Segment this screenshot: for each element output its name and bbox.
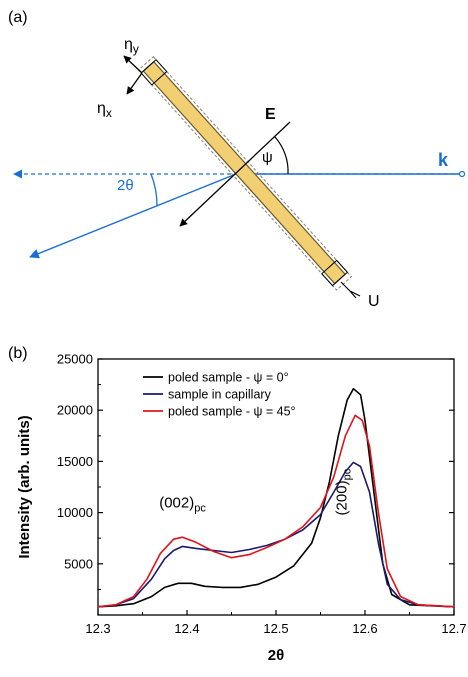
x-tick-label: 12.4 (174, 621, 199, 636)
annotation-layer: (002)pc (200)pc (159, 468, 353, 515)
sample-outer-dashed (137, 56, 353, 291)
y-tick-label: 10000 (57, 505, 93, 520)
legend-label: poled sample - ψ = 45° (168, 405, 296, 419)
x-tick-label: 12.7 (441, 621, 466, 636)
y-axis-title: Intensity (arb. units) (16, 415, 33, 558)
sample-plate (137, 56, 353, 291)
panel-a: (a) ηy ηx E ψ k 2θ (8, 9, 466, 310)
peak-annotation: (200)pc (333, 468, 353, 515)
electrode-bottom (321, 259, 349, 287)
two-theta-arc (150, 173, 158, 207)
x-axis: 12.3 12.4 12.5 12.6 12.7 (85, 610, 467, 636)
sample-body (142, 60, 346, 285)
eta-y-arrow (123, 55, 143, 74)
beam-source-dot (458, 170, 466, 178)
y-axis: 5000 10000 15000 20000 25000 (57, 352, 454, 590)
series-layer (97, 387, 455, 608)
x-tick-label: 12.3 (85, 621, 110, 636)
eta-x-arrow (126, 72, 143, 95)
wavevector-label: k (438, 150, 449, 170)
y-tick-label: 25000 (57, 352, 93, 367)
eta-y-label: ηy (124, 36, 139, 56)
y-tick-label: 20000 (57, 403, 93, 418)
panel-a-label: (a) (8, 9, 28, 26)
legend-label: poled sample - ψ = 0° (168, 371, 289, 385)
eta-x-label: ηx (97, 100, 112, 120)
diffracted-beam (29, 173, 237, 259)
y-tick-label: 15000 (57, 454, 93, 469)
peak-annotation: (002)pc (159, 494, 206, 514)
legend: poled sample - ψ = 0° sample in capillary… (143, 371, 296, 419)
x-tick-label: 12.6 (352, 621, 377, 636)
panel-b-label: (b) (8, 345, 28, 362)
y-tick-label: 5000 (64, 556, 93, 571)
x-axis-title: 2θ (268, 647, 284, 664)
series-line-1 (97, 461, 455, 608)
field-label: E (265, 106, 276, 123)
series-line-2 (97, 414, 455, 608)
voltage-label: U (368, 293, 380, 310)
voltage-wire (340, 281, 361, 299)
psi-label: ψ (262, 149, 273, 166)
electrode-top (140, 59, 168, 86)
x-tick-label: 12.5 (263, 621, 288, 636)
series-line-0 (97, 387, 455, 608)
two-theta-label: 2θ (117, 177, 134, 194)
legend-label: sample in capillary (168, 388, 272, 402)
psi-arc (274, 136, 289, 175)
field-axis (179, 121, 291, 227)
